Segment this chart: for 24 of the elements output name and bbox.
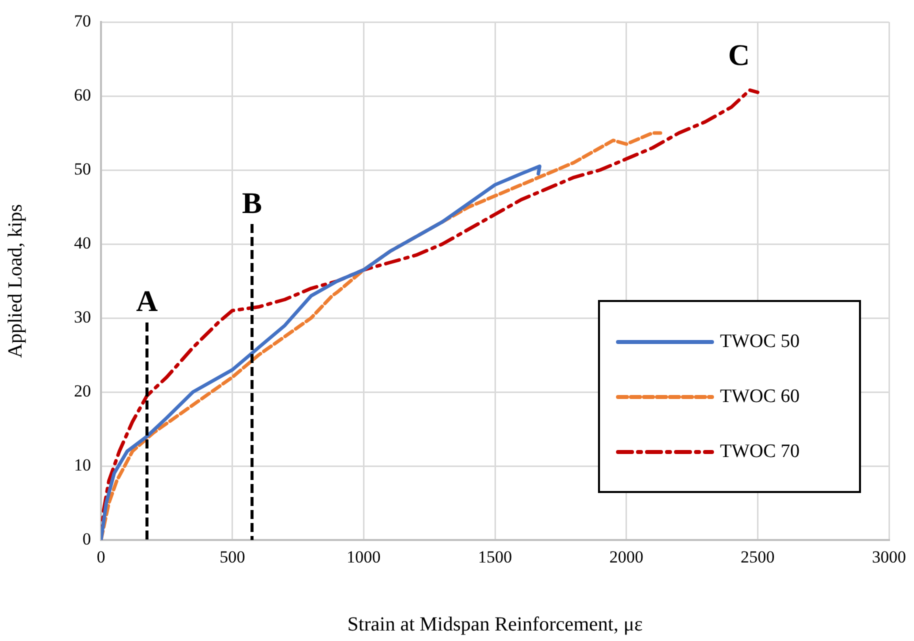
x-tick-label: 500 (220, 548, 246, 567)
line-series (101, 131, 662, 540)
x-tick-label: 3000 (872, 548, 906, 567)
y-tick-label: 0 (82, 529, 91, 548)
y-tick-label: 60 (74, 85, 91, 104)
y-axis-title: Applied Load, kips (4, 204, 26, 358)
x-axis-title: Strain at Midspan Reinforcement, με (347, 613, 643, 636)
x-tick-label: 2500 (740, 548, 775, 567)
ref-line-label: A (136, 285, 158, 318)
legend-label: TWOC 70 (720, 440, 800, 462)
x-tick-label: 1000 (346, 548, 381, 567)
legend-label: TWOC 60 (720, 386, 800, 408)
y-tick-label: 30 (74, 307, 91, 326)
x-tick-label: 1500 (478, 548, 512, 567)
ref-line-label: B (242, 186, 262, 220)
x-tick-label: 0 (96, 548, 106, 567)
y-tick-label: 50 (74, 159, 91, 178)
legend-label: TWOC 50 (720, 330, 800, 352)
x-tick-label: 2000 (609, 548, 644, 567)
annotation: C (728, 38, 750, 72)
y-tick-label: 20 (74, 381, 91, 400)
y-tick-label: 40 (74, 233, 91, 252)
y-tick-label: 70 (74, 11, 91, 30)
y-tick-label: 10 (74, 455, 91, 474)
